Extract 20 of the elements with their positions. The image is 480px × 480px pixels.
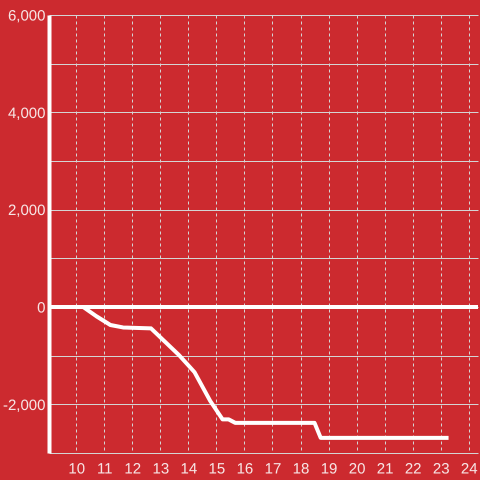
x-tick-label: 18 bbox=[292, 460, 310, 478]
x-tick-label: 14 bbox=[180, 460, 198, 478]
x-tick-label: 21 bbox=[376, 460, 394, 478]
y-tick-label: 2,000 bbox=[8, 202, 46, 220]
x-tick-label: 22 bbox=[404, 460, 422, 478]
x-tick-label: 13 bbox=[152, 460, 170, 478]
y-tick-label: 0 bbox=[37, 300, 46, 316]
x-tick-label: 24 bbox=[460, 460, 478, 478]
x-tick-label: 17 bbox=[264, 460, 282, 478]
x-tick-label: 20 bbox=[348, 460, 366, 478]
y-tick-label: 4,000 bbox=[8, 104, 46, 122]
x-tick-label: 23 bbox=[432, 460, 450, 478]
y-tick-label: -2,000 bbox=[2, 396, 46, 414]
x-tick-label: 19 bbox=[320, 460, 338, 478]
x-tick-label: 15 bbox=[208, 460, 226, 478]
x-tick-label: 16 bbox=[236, 460, 254, 478]
x-tick-label: 11 bbox=[96, 460, 113, 478]
y-tick-label: 6,000 bbox=[8, 8, 46, 24]
x-tick-label: 12 bbox=[124, 460, 142, 478]
x-tick-label: 10 bbox=[68, 460, 86, 478]
